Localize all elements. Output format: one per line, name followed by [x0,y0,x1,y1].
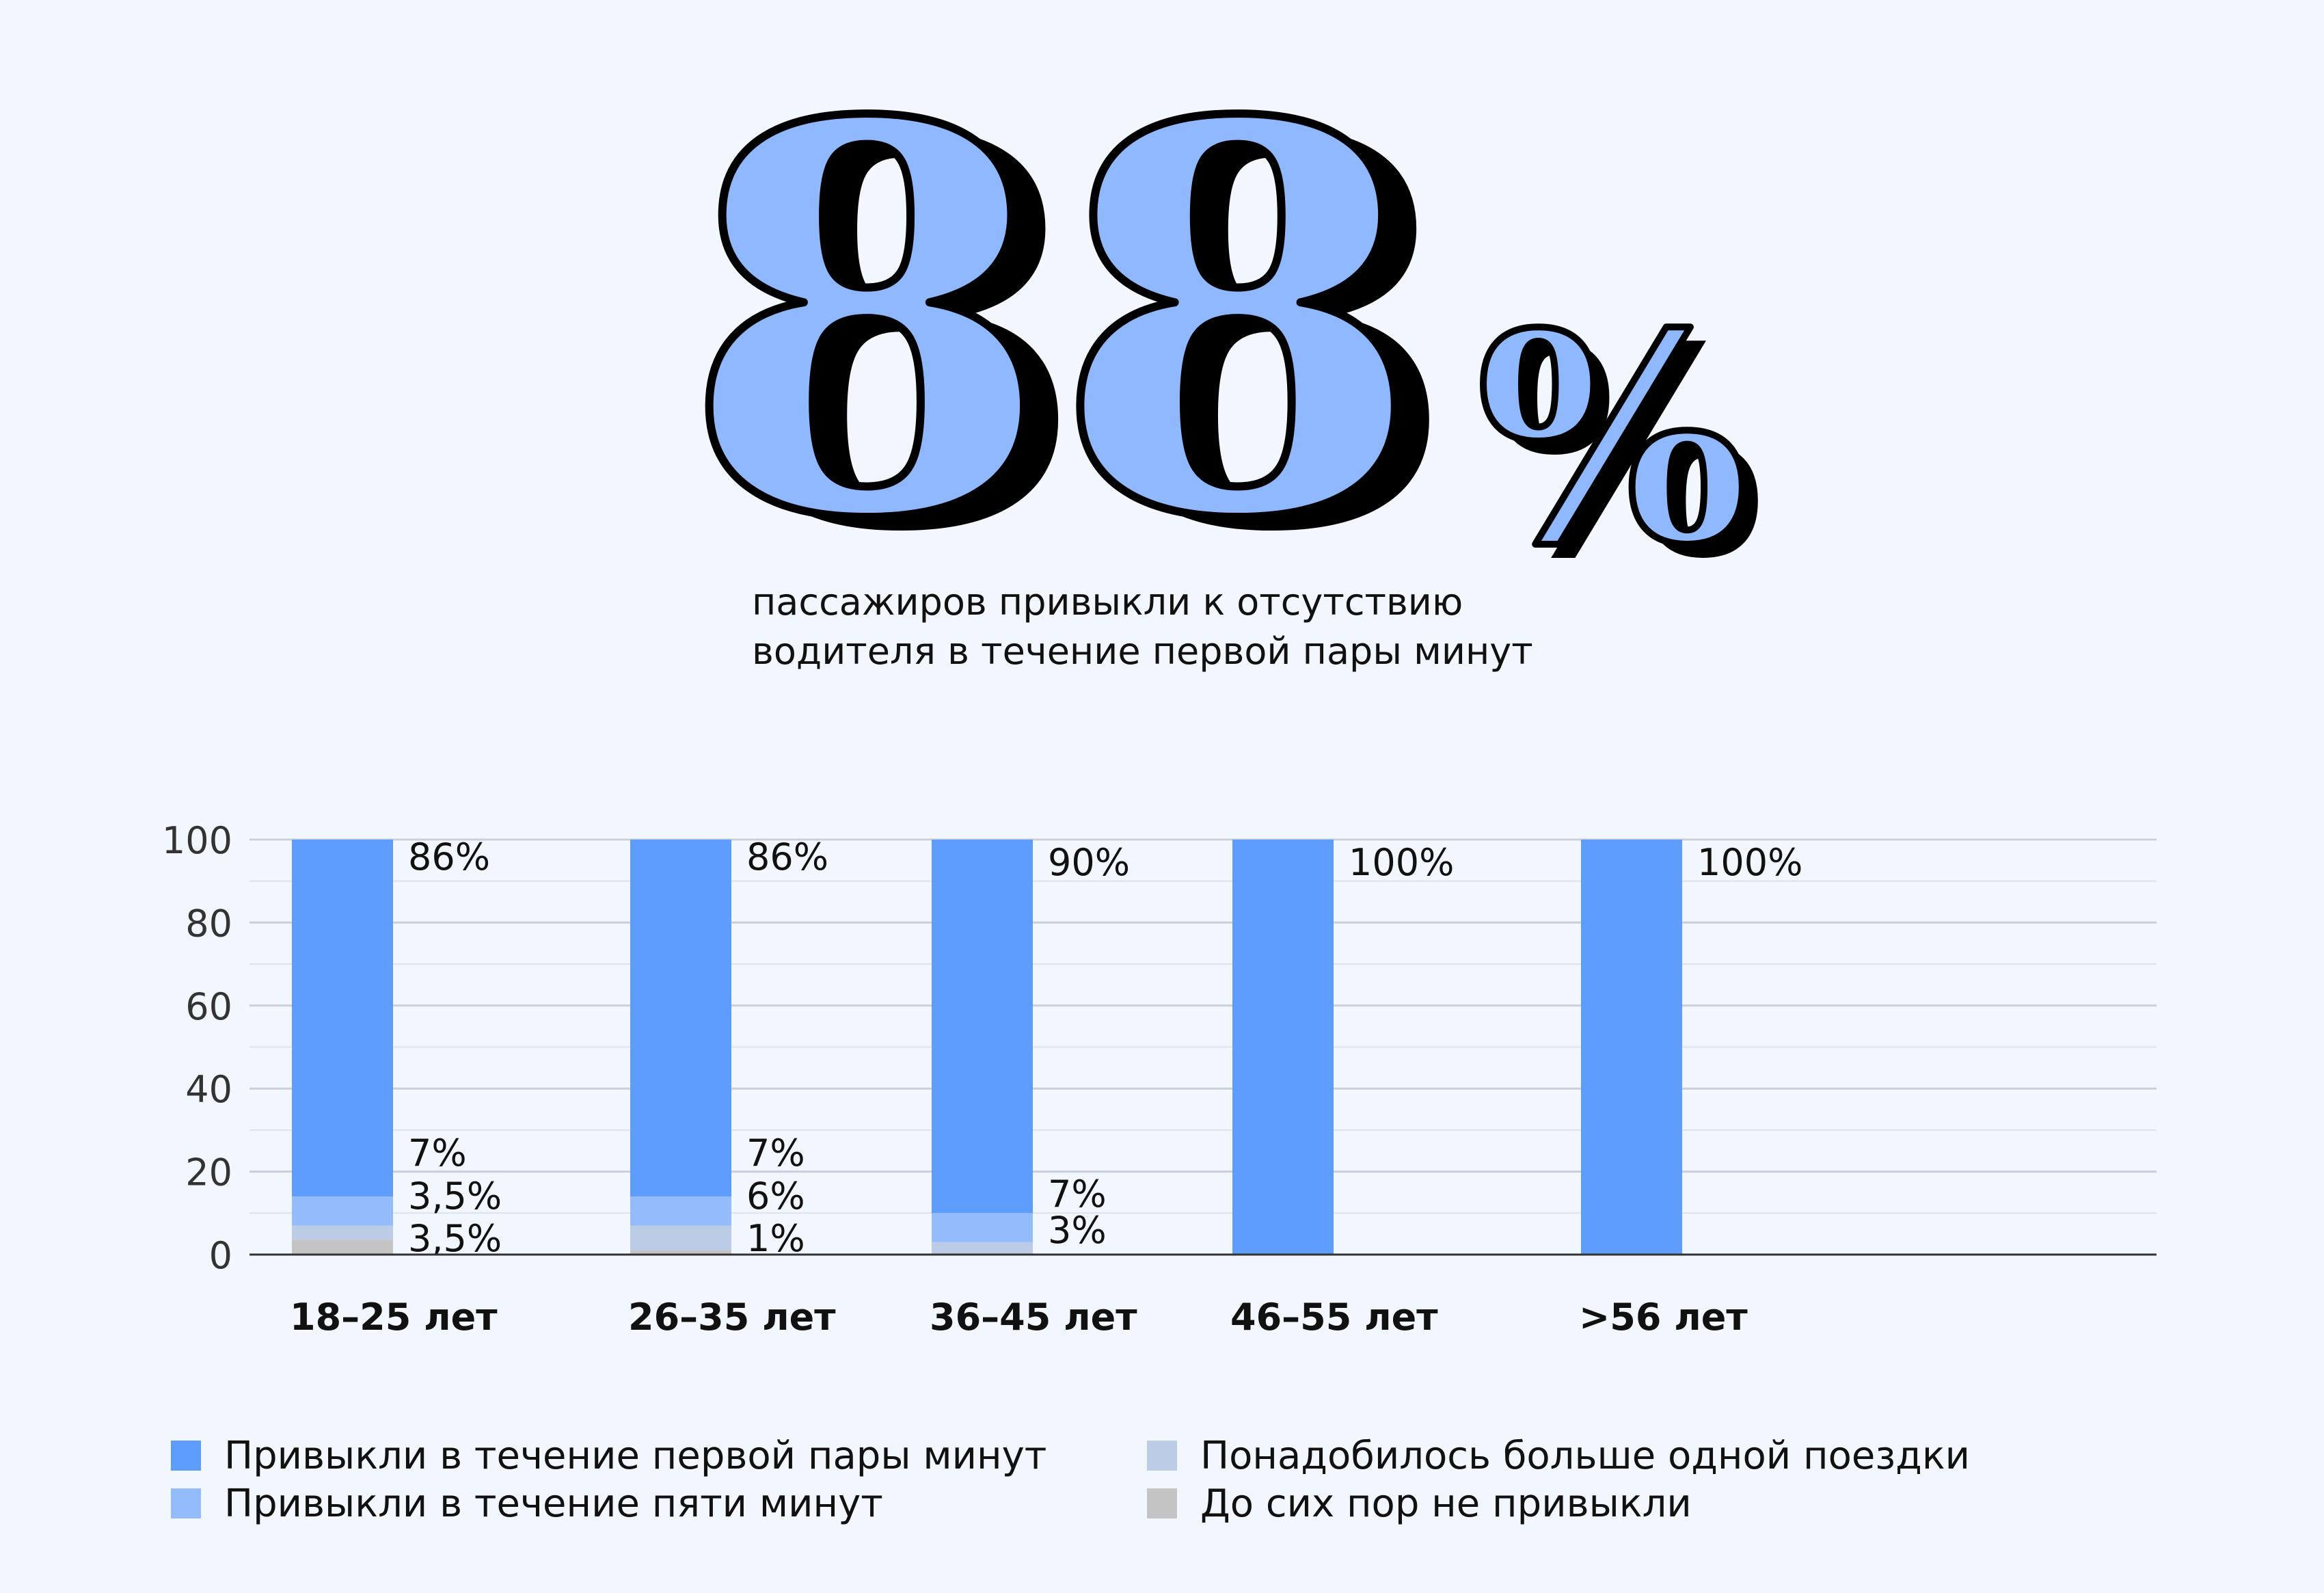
legend-swatch-more-than-one-ride [1147,1441,1177,1471]
legend-swatch-first-minutes [171,1441,201,1471]
y-tick-label: 0 [209,1234,232,1277]
data-label: 100% [1349,841,1454,884]
hero-caption-line-2: водителя в течение первой пары минут [752,630,1533,673]
bar-segment [630,1225,731,1250]
legend-item-not-used-yet: До сих пор не привыкли [1147,1480,1692,1527]
x-category-label: 18–25 лет [290,1296,498,1339]
y-tick-label: 60 [185,985,232,1028]
bar-segment [1581,840,1682,1255]
legend-label-more-than-one-ride: Понадобилось больше одной поездки [1200,1433,1971,1478]
data-label: 7% [1048,1173,1107,1216]
data-label: 90% [1048,841,1130,884]
hero-caption-line-1: пассажиров привыкли к отсутствию [752,580,1463,624]
legend-item-five-minutes: Привыкли в течение пяти минут [171,1480,883,1527]
hero-number: 88 % 88 % [677,5,1765,581]
y-tick-label: 80 [185,902,232,945]
bar-segment [932,840,1033,1214]
y-tick-label: 40 [185,1068,232,1111]
x-category-label: >56 лет [1579,1296,1748,1339]
data-label: 1% [746,1217,805,1260]
hero-percent-sign: % [1476,271,1749,581]
data-label: 86% [408,835,490,879]
legend-item-first-minutes: Привыкли в течение первой пары минут [171,1432,1046,1479]
bar-segment [932,1213,1033,1242]
data-label: 86% [746,835,828,879]
bar-segment [1232,840,1334,1255]
hero-caption: пассажиров привыкли к отсутствию водител… [752,578,1777,676]
legend-swatch-not-used-yet [1147,1488,1177,1518]
data-label: 7% [408,1132,467,1175]
hero-number-front: 88 % [677,5,1753,581]
data-label: 6% [746,1175,805,1218]
data-label: 3,5% [408,1217,502,1260]
bar-segment [292,1240,393,1255]
data-label: 3% [1048,1209,1107,1252]
legend-swatch-five-minutes [171,1488,201,1518]
hero-number-digits: 88 [681,9,1423,581]
y-tick-label: 100 [162,819,232,862]
legend-label-five-minutes: Привыкли в течение пяти минут [224,1481,883,1526]
legend-label-first-minutes: Привыкли в течение первой пары минут [224,1433,1047,1478]
data-label: 7% [746,1132,805,1175]
x-category-label: 26–35 лет [628,1296,836,1339]
legend-label-not-used-yet: До сих пор не привыкли [1200,1481,1692,1526]
bar-segment [292,1196,393,1226]
data-label: 3,5% [408,1175,502,1218]
bar-segment [932,1242,1033,1255]
bar-segment [630,840,731,1197]
x-category-label: 46–55 лет [1230,1296,1438,1339]
data-label: 100% [1697,841,1802,884]
y-tick-label: 20 [185,1151,232,1194]
bar-segment [292,840,393,1197]
bar-segment [292,1225,393,1240]
bar-segment [630,1250,731,1255]
hero-percent-shadow: % [1492,285,1765,581]
bar-segment [630,1196,731,1226]
hero-number-shadow: 88 % [716,23,1765,581]
chart-legend: Привыкли в течение первой пары минут При… [171,1432,2221,1535]
x-category-label: 36–45 лет [930,1296,1137,1339]
hero-number-shadow-digits: 88 [716,23,1457,581]
legend-item-more-than-one-ride: Понадобилось больше одной поездки [1147,1432,1970,1479]
